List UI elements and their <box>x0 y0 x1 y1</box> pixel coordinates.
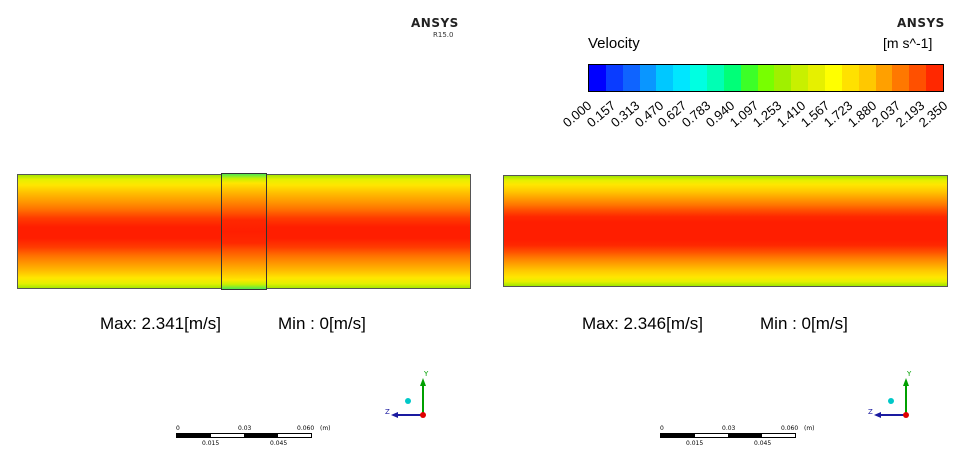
scale-unit: (m) <box>804 425 815 432</box>
colorbar-segment <box>707 65 724 91</box>
z-axis-label: Z <box>385 408 390 416</box>
scale-tick-0-045: 0.045 <box>270 440 288 447</box>
legend-unit: [m s^-1] <box>883 35 933 51</box>
colorbar-segment <box>909 65 927 91</box>
scale-bar-right: 0 0.03 0.060 (m) 0.015 0.045 <box>660 425 960 455</box>
ansys-logo-left: ANSYS <box>411 16 459 30</box>
colorbar-segment <box>639 65 657 91</box>
view-sphere <box>888 398 894 404</box>
axis-triad-right: Y Z <box>868 370 912 418</box>
colorbar-segment <box>589 65 606 91</box>
scale-tick-0: 0 <box>176 425 180 432</box>
min-velocity-right: Min : 0[m/s] <box>760 314 848 333</box>
colorbar-segment <box>740 65 758 91</box>
x-axis-dot <box>903 412 909 418</box>
y-arrowhead <box>420 378 426 386</box>
colorbar-segment <box>858 65 876 91</box>
colorbar-segment <box>656 65 674 91</box>
colorbar-segment <box>622 65 640 91</box>
axis-triad-left: Y Z <box>385 370 429 418</box>
scale-tick-0-03: 0.03 <box>238 425 252 432</box>
z-arrowhead <box>874 412 881 418</box>
colorbar-segment <box>808 65 826 91</box>
colorbar-segment <box>723 65 741 91</box>
colorbar-segment <box>757 65 775 91</box>
scale-tick-0-060: 0.060 <box>781 425 799 432</box>
colorbar-segment <box>841 65 859 91</box>
min-velocity-left: Min : 0[m/s] <box>278 314 366 333</box>
velocity-colorbar <box>588 64 944 92</box>
ansys-logo-right: ANSYS <box>897 16 945 30</box>
scale-tick-0-015: 0.015 <box>686 440 704 447</box>
scale-tick-0-045: 0.045 <box>754 440 772 447</box>
pipe-insert-zone <box>221 173 267 290</box>
legend-title: Velocity <box>588 35 640 52</box>
colorbar-segment <box>875 65 893 91</box>
y-axis-label: Y <box>906 370 912 378</box>
colorbar-segment <box>892 65 910 91</box>
colorbar-segment <box>605 65 623 91</box>
colorbar-segment <box>673 65 691 91</box>
colorbar-segment <box>791 65 809 91</box>
scale-tick-0: 0 <box>660 425 664 432</box>
scale-unit: (m) <box>320 425 331 432</box>
scale-tick-0-03: 0.03 <box>722 425 736 432</box>
max-velocity-left: Max: 2.341[m/s] <box>100 314 221 333</box>
z-arrowhead <box>391 412 398 418</box>
scale-bar-left: 0 0.03 0.060 (m) 0.015 0.045 <box>176 425 476 455</box>
z-axis-label: Z <box>868 408 873 416</box>
y-axis-label: Y <box>423 370 429 378</box>
pipe-contour-right <box>503 175 948 287</box>
scale-bar-segments <box>660 433 796 438</box>
x-axis-dot <box>420 412 426 418</box>
scale-tick-0-060: 0.060 <box>297 425 315 432</box>
view-sphere <box>405 398 411 404</box>
scale-bar-segments <box>176 433 312 438</box>
colorbar-segment <box>926 65 944 91</box>
colorbar-segment <box>774 65 792 91</box>
colorbar-segment <box>825 65 842 91</box>
colorbar-segment <box>690 65 708 91</box>
ansys-version: R15.0 <box>433 31 454 39</box>
max-velocity-right: Max: 2.346[m/s] <box>582 314 703 333</box>
scale-tick-0-015: 0.015 <box>202 440 220 447</box>
y-arrowhead <box>903 378 909 386</box>
